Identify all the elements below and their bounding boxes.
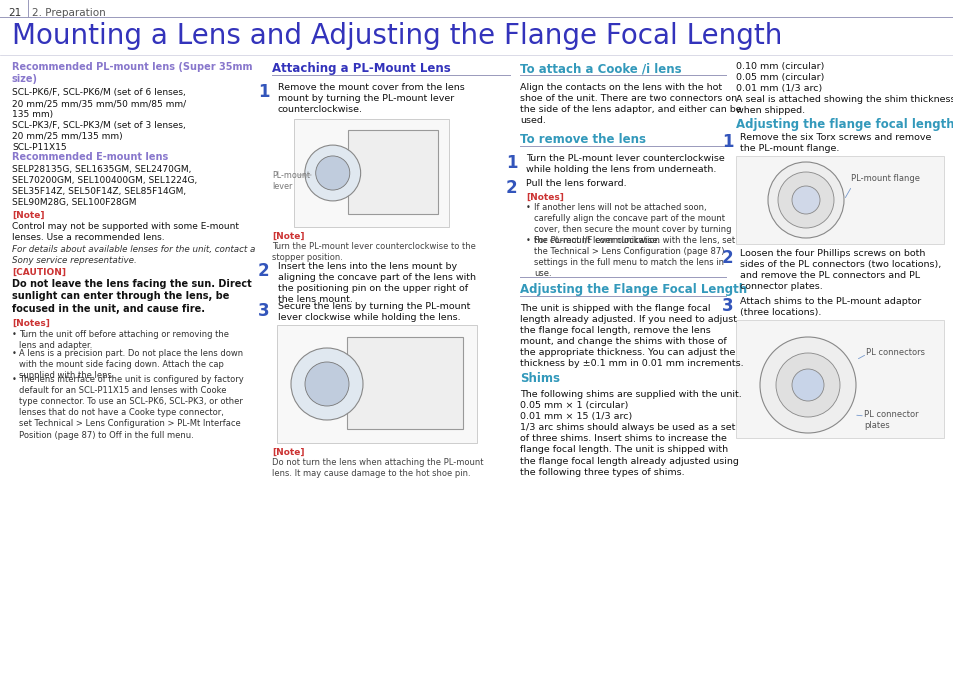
Text: Shims: Shims <box>519 372 559 385</box>
Circle shape <box>760 337 855 433</box>
Text: 1: 1 <box>505 154 517 172</box>
Text: Attaching a PL-Mount Lens: Attaching a PL-Mount Lens <box>272 62 450 75</box>
Circle shape <box>791 186 820 214</box>
Circle shape <box>767 162 843 238</box>
Text: For correct I/F communication with the lens, set
the Technical > Lens Configurat: For correct I/F communication with the l… <box>534 236 735 278</box>
Text: 21: 21 <box>8 8 21 18</box>
Text: 2: 2 <box>505 179 517 197</box>
Text: The lens interface of the unit is configured by factory
default for an SCL-P11X1: The lens interface of the unit is config… <box>19 375 244 439</box>
Text: Adjusting the Flange Focal Length: Adjusting the Flange Focal Length <box>519 283 746 296</box>
Text: For details about available lenses for the unit, contact a
Sony service represen: For details about available lenses for t… <box>12 245 255 265</box>
Text: Adjusting the flange focal length: Adjusting the flange focal length <box>735 118 953 131</box>
Text: Attach shims to the PL-mount adaptor
(three locations).: Attach shims to the PL-mount adaptor (th… <box>740 297 921 317</box>
Text: Align the contacts on the lens with the hot
shoe of the unit. There are two conn: Align the contacts on the lens with the … <box>519 83 740 126</box>
Bar <box>735 320 943 438</box>
Text: [Note]: [Note] <box>272 448 304 457</box>
Text: [Note]: [Note] <box>272 232 304 241</box>
Text: 3: 3 <box>257 302 270 320</box>
Circle shape <box>315 156 350 190</box>
Text: Do not turn the lens when attaching the PL-mount
lens. It may cause damage to th: Do not turn the lens when attaching the … <box>272 458 483 478</box>
Text: 2: 2 <box>257 262 270 280</box>
Text: •: • <box>525 236 530 245</box>
Text: Turn the PL-mount lever counterclockwise to the
stopper position.: Turn the PL-mount lever counterclockwise… <box>272 242 476 262</box>
Circle shape <box>291 348 363 420</box>
Text: SELP28135G, SEL1635GM, SEL2470GM,
SEL70200GM, SEL100400GM, SEL1224G,
SEL35F14Z, : SELP28135G, SEL1635GM, SEL2470GM, SEL702… <box>12 165 197 207</box>
Bar <box>347 337 462 429</box>
Text: Mounting a Lens and Adjusting the Flange Focal Length: Mounting a Lens and Adjusting the Flange… <box>12 22 781 50</box>
Text: 1: 1 <box>721 133 733 151</box>
Text: 0.10 mm (circular)
0.05 mm (circular)
0.01 mm (1/3 arc)
A seal is attached showi: 0.10 mm (circular) 0.05 mm (circular) 0.… <box>735 62 953 115</box>
Text: •: • <box>12 348 17 358</box>
Text: Control may not be supported with some E-mount
lenses. Use a recommended lens.: Control may not be supported with some E… <box>12 222 239 242</box>
Text: •: • <box>12 375 17 384</box>
Text: Recommended PL-mount lens (Super 35mm
size): Recommended PL-mount lens (Super 35mm si… <box>12 62 253 84</box>
Text: PL-mount
lever: PL-mount lever <box>272 171 310 191</box>
Bar <box>735 156 943 244</box>
Circle shape <box>791 369 823 401</box>
Text: 2. Preparation: 2. Preparation <box>32 8 106 18</box>
Text: Loosen the four Phillips screws on both
sides of the PL connectors (two location: Loosen the four Phillips screws on both … <box>740 249 941 292</box>
Text: PL connector
plates: PL connector plates <box>863 410 918 430</box>
Text: •: • <box>12 330 17 339</box>
Text: Pull the lens forward.: Pull the lens forward. <box>525 179 626 188</box>
Text: Secure the lens by turning the PL-mount
lever clockwise while holding the lens.: Secure the lens by turning the PL-mount … <box>277 302 470 322</box>
Text: [Note]: [Note] <box>12 211 45 220</box>
Text: Remove the six Torx screws and remove
the PL-mount flange.: Remove the six Torx screws and remove th… <box>740 133 930 153</box>
Text: PL-mount flange: PL-mount flange <box>850 174 919 183</box>
Text: 3: 3 <box>721 297 733 315</box>
Text: If another lens will not be attached soon,
carefully align the concave part of t: If another lens will not be attached soo… <box>534 203 731 245</box>
Text: Turn the unit off before attaching or removing the
lens and adapter.: Turn the unit off before attaching or re… <box>19 330 229 350</box>
Text: The unit is shipped with the flange focal
length already adjusted. If you need t: The unit is shipped with the flange foca… <box>519 304 742 369</box>
Text: 1: 1 <box>257 83 269 101</box>
Bar <box>276 325 476 443</box>
Text: 2: 2 <box>721 249 733 267</box>
Text: Turn the PL-mount lever counterclockwise
while holding the lens from underneath.: Turn the PL-mount lever counterclockwise… <box>525 154 724 174</box>
Text: PL connectors: PL connectors <box>865 348 924 357</box>
Text: [Notes]: [Notes] <box>525 193 563 202</box>
Text: •: • <box>525 203 530 212</box>
Text: [CAUTION]: [CAUTION] <box>12 268 66 277</box>
Text: SCL-PK6/F, SCL-PK6/M (set of 6 lenses,
20 mm/25 mm/35 mm/50 mm/85 mm/
135 mm)
SC: SCL-PK6/F, SCL-PK6/M (set of 6 lenses, 2… <box>12 88 186 153</box>
Text: The following shims are supplied with the unit.
0.05 mm × 1 (circular)
0.01 mm ×: The following shims are supplied with th… <box>519 390 741 477</box>
Bar <box>348 130 437 214</box>
Text: A lens is a precision part. Do not place the lens down
with the mount side facin: A lens is a precision part. Do not place… <box>19 348 243 380</box>
Circle shape <box>305 145 360 201</box>
Text: Do not leave the lens facing the sun. Direct
sunlight can enter through the lens: Do not leave the lens facing the sun. Di… <box>12 279 252 314</box>
Text: Insert the lens into the lens mount by
aligning the concave part of the lens wit: Insert the lens into the lens mount by a… <box>277 262 476 304</box>
Bar <box>294 119 449 227</box>
Circle shape <box>778 172 833 228</box>
Text: Remove the mount cover from the lens
mount by turning the PL-mount lever
counter: Remove the mount cover from the lens mou… <box>277 83 464 114</box>
Text: To attach a Cooke /i lens: To attach a Cooke /i lens <box>519 62 680 75</box>
Circle shape <box>775 353 840 417</box>
Text: Recommended E-mount lens: Recommended E-mount lens <box>12 152 168 162</box>
Text: To remove the lens: To remove the lens <box>519 133 645 146</box>
Circle shape <box>305 362 349 406</box>
Text: [Notes]: [Notes] <box>12 319 50 328</box>
